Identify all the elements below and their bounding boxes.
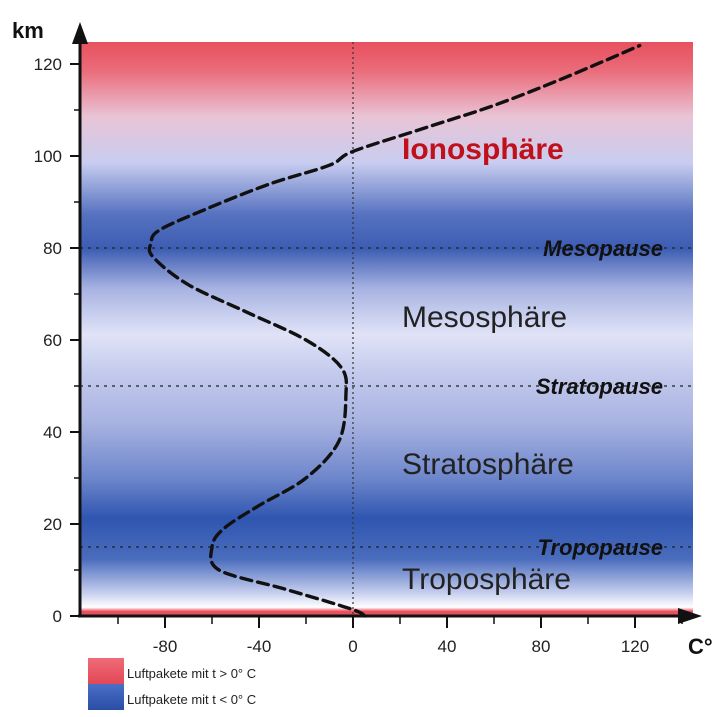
legend-label: Luftpakete mit t > 0° C — [127, 666, 256, 681]
x-tick-label: 120 — [621, 637, 649, 656]
x-tick-label: 0 — [348, 637, 357, 656]
y-tick-label: 40 — [43, 423, 62, 442]
layer-label-stratosphäre: Stratosphäre — [402, 448, 574, 481]
y-tick-label: 120 — [34, 55, 62, 74]
legend-swatch-warm — [88, 658, 124, 684]
axis-ticks: 0 20 40 60 80 100 120 -80 -40 0 40 80 120 — [34, 55, 683, 656]
pause-gridlines — [80, 247, 693, 548]
layer-label-troposphäre: Troposphäre — [402, 563, 571, 596]
temperature-curve — [147, 43, 642, 618]
y-axis-arrow — [72, 22, 88, 44]
layer-label-mesosphäre: Mesosphäre — [402, 301, 567, 334]
legend-label: Luftpakete mit t < 0° C — [127, 692, 256, 707]
y-tick-label: 20 — [43, 515, 62, 534]
layer-label-ionosphäre: Ionosphäre — [402, 133, 564, 166]
x-axis-arrow — [678, 608, 702, 624]
x-axis-unit: C° — [688, 634, 713, 659]
x-tick-label: -40 — [247, 637, 272, 656]
pause-label-mesopause: Mesopause — [543, 236, 663, 261]
y-tick-label: 0 — [53, 607, 62, 626]
layer-labels: Troposphäre Stratosphäre Mesosphäre Ionosph… — [402, 133, 663, 596]
y-axis-unit: km — [12, 18, 44, 43]
y-tick-label: 80 — [43, 239, 62, 258]
y-tick-label: 100 — [34, 147, 62, 166]
plot-background — [80, 42, 693, 616]
axes — [72, 22, 702, 624]
legend-swatch-cold — [88, 684, 124, 710]
pause-label-stratopause: Stratopause — [536, 374, 663, 399]
x-tick-label: 40 — [438, 637, 457, 656]
x-tick-label: 80 — [532, 637, 551, 656]
y-tick-label: 60 — [43, 331, 62, 350]
x-tick-label: -80 — [153, 637, 178, 656]
legend: Luftpakete mit t > 0° C Luftpakete mit t … — [88, 658, 256, 710]
pause-label-tropopause: Tropopause — [537, 535, 663, 560]
